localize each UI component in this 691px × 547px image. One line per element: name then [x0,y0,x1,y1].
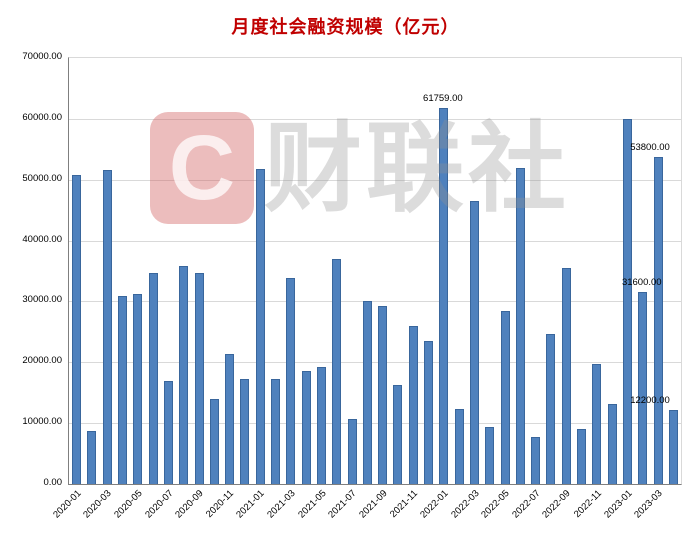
bar-2022-11 [592,363,602,484]
bar-2020-05 [133,294,143,484]
x-axis-label: 2022-09 [540,488,574,521]
bar-2021-06 [332,259,342,484]
bar-2020-04 [118,295,128,484]
bar-2021-07 [347,418,357,484]
x-axis-label: 2020-05 [112,488,145,521]
x-axis-label: 2020-03 [81,488,115,521]
chart-title: 月度社会融资规模（亿元） [231,17,460,37]
gridline [69,423,681,425]
bar-2022-10 [577,428,587,484]
x-axis-label: 2020-09 [173,488,206,521]
y-axis-label: 40000.00 [22,233,62,245]
bar-2021-12 [424,341,434,484]
x-axis-label: 2022-03 [448,488,482,521]
bar-2020-07 [163,381,173,484]
gridline [69,301,681,303]
bar-2023-04 [668,409,678,484]
bar-2021-05 [316,367,326,484]
x-axis-label: 2020-01 [50,488,84,521]
x-axis: 2020-01 2020-03 2020-05 2020-07 2020-09 2020-… [51,485,680,545]
bar-2021-02 [271,378,281,484]
bar-2023-03 [653,156,663,484]
x-axis-label: 2021-09 [356,488,390,521]
bar-2020-10 [209,399,219,484]
bar-value-label: 61759.00 [423,93,463,105]
y-axis-label: 60000.00 [22,111,62,123]
x-axis-label: 2021-03 [265,488,298,521]
bar-2022-08 [546,333,556,484]
bar-2022-05 [500,310,510,484]
x-axis-label: 2021-07 [326,488,359,521]
bar-value-label: 12200.00 [630,394,670,406]
bar-2021-10 [393,385,403,484]
x-axis-label: 2022-11 [571,488,604,520]
x-axis-label: 2020-07 [142,488,176,521]
x-axis-label: 2023-03 [632,488,665,521]
x-axis-label: 2021-01 [234,488,268,521]
bar-2021-09 [378,306,388,484]
bar-2020-02 [87,431,97,484]
x-axis-label: 2021-05 [295,488,329,521]
x-axis-label: 2020-11 [204,488,237,520]
y-axis-label: 10000.00 [22,416,62,428]
x-axis-label: 2022-01 [418,488,451,521]
bar-2020-11 [225,353,235,484]
bar-2022-06 [515,168,525,484]
bar-2023-02 [638,291,648,484]
x-axis-label: 2021-11 [388,488,421,520]
bar-2022-01 [439,108,449,484]
bar-2021-11 [408,325,418,484]
bar-value-label: 31600.00 [621,276,662,288]
bar-value-label: 53800.00 [630,141,670,153]
y-axis-label: 20000.00 [22,355,62,367]
bar-2020-03 [102,169,112,484]
bar-2020-06 [148,273,158,484]
bar-2022-09 [561,267,571,484]
bar-2021-08 [362,301,372,484]
x-axis-label: 2022-05 [479,488,512,521]
y-axis-label: 0.00 [43,477,63,488]
bar-2023-01 [622,118,632,484]
gridline [69,362,681,364]
bar-2021-03 [286,278,296,484]
y-axis-label: 70000.00 [22,51,62,62]
bar-2020-08 [179,266,189,484]
gridline [69,240,681,242]
bar-2022-02 [454,409,464,484]
gridline [69,179,681,181]
x-axis-label: 2023-01 [601,488,635,521]
bar-2022-12 [607,404,617,484]
gridline [69,118,681,120]
bar-2022-03 [469,201,479,484]
bar-2022-04 [485,427,495,484]
bar-2020-12 [240,379,250,484]
y-axis-label: 30000.00 [22,294,62,306]
y-axis-label: 50000.00 [22,172,62,184]
x-axis-label: 2022-07 [509,488,543,521]
bar-2021-04 [301,370,311,484]
bar-2022-07 [531,436,541,484]
bar-2020-01 [72,175,82,484]
plot-area [68,57,682,485]
bar-2020-09 [194,272,204,484]
bar-2021-01 [255,169,265,484]
